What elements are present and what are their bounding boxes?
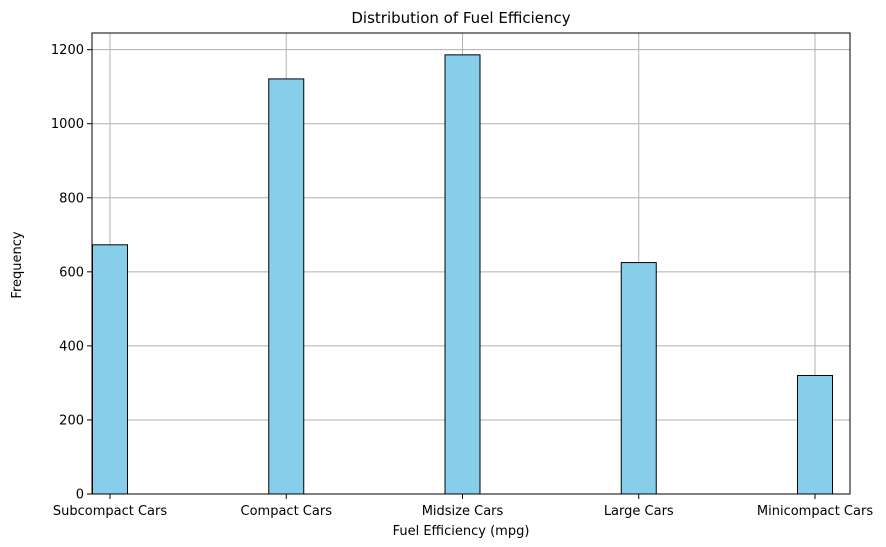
x-tick-label: Minicompact Cars [757, 504, 873, 519]
y-tick-label: 200 [59, 413, 84, 428]
bar-midsize-cars [444, 54, 481, 495]
bar-large-cars [620, 262, 657, 495]
y-tick-label: 400 [59, 339, 84, 354]
x-axis-ticks: Subcompact Cars Compact Cars Midsize Cars L… [53, 494, 873, 519]
x-axis-title: Fuel Efficiency (mpg) [393, 524, 530, 539]
y-tick-label: 1200 [51, 43, 84, 58]
y-axis-title: Frequency [10, 231, 25, 298]
bar-compact-cars [268, 78, 305, 495]
y-axis-ticks: 0 200 400 600 800 1000 1200 [51, 43, 92, 503]
y-tick-label: 600 [59, 265, 84, 280]
chart-title: Distribution of Fuel Efficiency [351, 9, 570, 27]
y-tick-label: 800 [59, 191, 84, 206]
bar-subcompact-cars [92, 244, 128, 495]
x-tick-label: Midsize Cars [422, 504, 504, 519]
bar-minicompact-cars [797, 375, 833, 495]
x-tick-label: Compact Cars [241, 504, 333, 519]
bars [92, 54, 833, 495]
x-tick-label: Subcompact Cars [53, 504, 167, 519]
x-tick-label: Large Cars [604, 504, 674, 519]
y-tick-label: 0 [76, 488, 84, 503]
y-tick-label: 1000 [51, 117, 84, 132]
plot-frame [91, 32, 851, 495]
